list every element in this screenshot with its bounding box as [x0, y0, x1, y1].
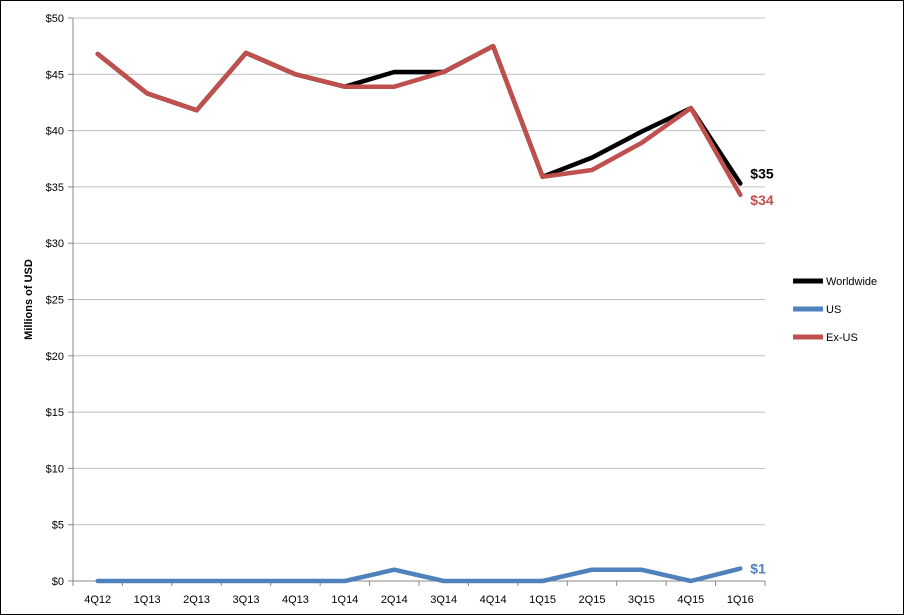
- x-tick-label: 3Q15: [628, 594, 655, 606]
- y-tick-label: $50: [46, 13, 64, 25]
- x-tick-label: 4Q14: [480, 594, 507, 606]
- x-tick-label: 3Q14: [430, 594, 457, 606]
- legend-label: US: [826, 304, 841, 316]
- y-axis-title: Millions of USD: [23, 259, 35, 340]
- series-end-labels: $35 $1 $34: [750, 166, 774, 577]
- x-tick-label: 1Q14: [331, 594, 358, 606]
- legend-label: Ex-US: [826, 332, 858, 344]
- end-label-worldwide: $35: [750, 166, 774, 182]
- y-tick-label: $20: [46, 351, 64, 363]
- y-tick-label: $5: [52, 520, 64, 532]
- series-line-ex-us: [95, 43, 743, 198]
- x-tick-label: 2Q15: [579, 594, 606, 606]
- series-lines: [95, 43, 743, 584]
- x-tick-label: 4Q12: [84, 594, 111, 606]
- x-tick-label: 1Q15: [529, 594, 556, 606]
- legend-label: Worldwide: [826, 276, 877, 288]
- x-tick-label: 1Q13: [134, 594, 161, 606]
- y-tick-label: $10: [46, 463, 64, 475]
- x-tick-label: 3Q13: [233, 594, 260, 606]
- y-tick-label: $15: [46, 407, 64, 419]
- x-tick-label: 2Q14: [381, 594, 408, 606]
- y-axis-ticks: $0 $5 $10 $15 $20 $25 $30 $35 $40 $45 $50: [46, 13, 64, 588]
- end-label-us: $1: [750, 561, 766, 577]
- y-tick-label: $40: [46, 126, 64, 138]
- x-tick-label: 4Q15: [677, 594, 704, 606]
- y-tick-label: $0: [52, 576, 64, 588]
- y-tick-label: $45: [46, 69, 64, 81]
- x-tick-label: 2Q13: [183, 594, 210, 606]
- series-line-worldwide: [95, 43, 743, 186]
- legend: Worldwide US Ex-US: [793, 276, 877, 344]
- x-tick-label: 1Q16: [727, 594, 754, 606]
- y-tick-label: $25: [46, 295, 64, 307]
- series-line-us: [95, 566, 743, 584]
- x-axis-ticks: 4Q12 1Q13 2Q13 3Q13 4Q13 1Q14 2Q14 3Q14 4Q14 1Q15…: [84, 594, 753, 606]
- y-tick-label: $30: [46, 238, 64, 250]
- end-label-ex-us: $34: [750, 192, 774, 208]
- x-tick-label: 4Q13: [282, 594, 309, 606]
- y-tick-label: $35: [46, 182, 64, 194]
